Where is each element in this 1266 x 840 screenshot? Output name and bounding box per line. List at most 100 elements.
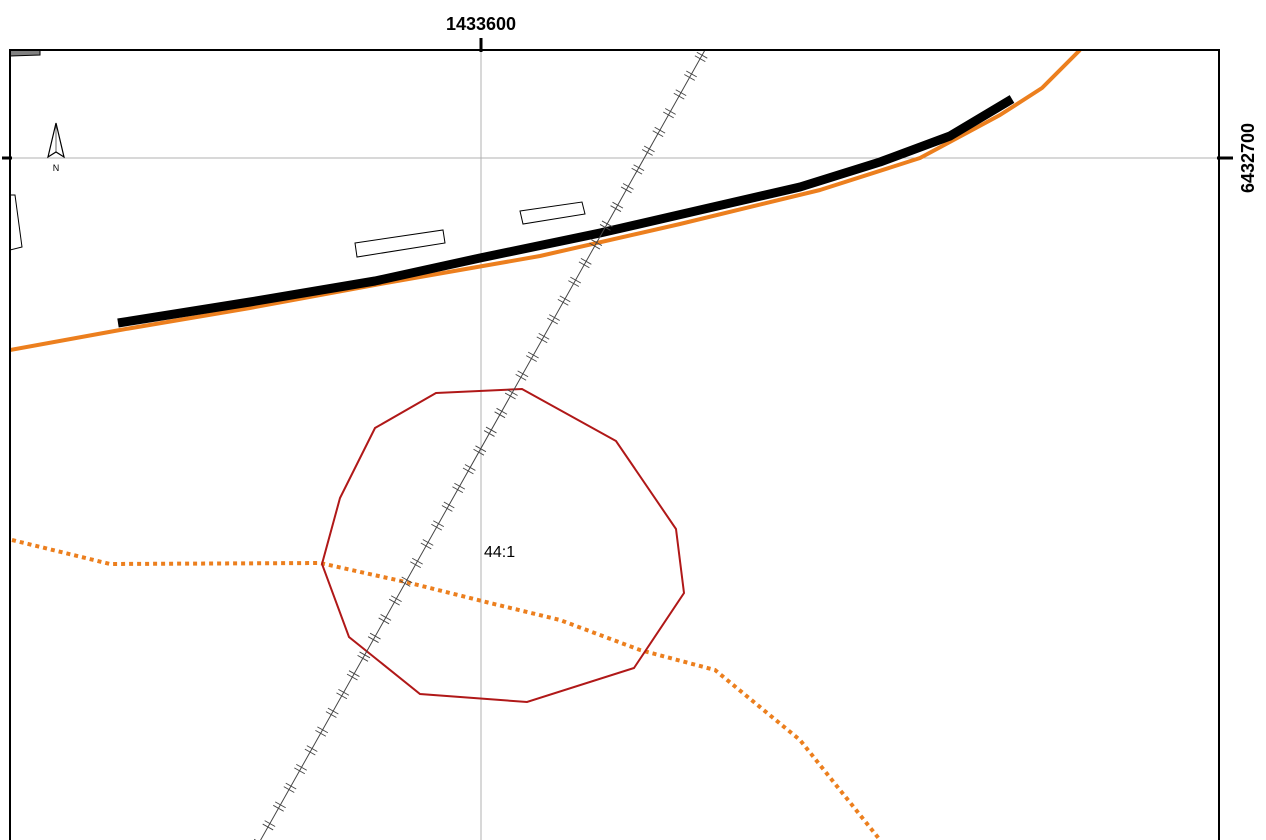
building[interactable] [354, 229, 446, 258]
railway-crossbar-icon [253, 51, 708, 840]
railway-crossbar [336, 692, 348, 700]
railway-crossbar [348, 670, 360, 677]
railway-crossbar [431, 523, 443, 531]
railway-crossbar [454, 482, 466, 490]
railway-crossbar [338, 689, 350, 696]
railway-crossbar [570, 276, 582, 284]
railway-crossbar [452, 486, 464, 494]
railway-crossbar [696, 51, 708, 59]
railway-crossbar [422, 539, 434, 546]
railway-crossbar [346, 673, 358, 681]
railway-crossbar [264, 820, 276, 827]
railway-crossbar [388, 598, 400, 606]
railway-crossbar [464, 464, 476, 471]
railway-crossbar [306, 745, 318, 752]
road-line[interactable] [10, 50, 1082, 352]
railway-crossbar [325, 711, 337, 718]
railway-crossbar [274, 801, 286, 809]
railway-crossbar [538, 332, 550, 340]
railway-crossbar [327, 707, 339, 715]
railway-crossbar [631, 167, 643, 175]
building[interactable] [519, 201, 586, 225]
railway-crossbar [315, 729, 327, 737]
railway-crossbar [485, 426, 497, 434]
railway-crossbar [273, 804, 284, 812]
railway-crossbar [641, 149, 653, 156]
railway-crossbar [578, 261, 590, 269]
railway-crossbar [517, 370, 529, 378]
railway-crossbar [643, 145, 655, 153]
railway-crossbar [612, 201, 624, 209]
railway-crossbar [367, 636, 379, 643]
railway-crossbar [633, 164, 645, 171]
railway-crossbar [401, 576, 413, 584]
railway-crossbar [283, 786, 295, 793]
railway-line[interactable] [252, 50, 708, 840]
railway-crossbar [599, 224, 611, 231]
road-casing-line[interactable] [117, 95, 1015, 328]
railway-crossbar [317, 726, 329, 734]
track-line[interactable] [11, 538, 882, 840]
railway-crossbar [589, 242, 601, 250]
railway-crossbar [684, 74, 696, 81]
railway-crossbar [622, 183, 634, 190]
north-arrow-icon: N [47, 122, 65, 173]
railway-crossbar [527, 351, 539, 359]
railway-crossbar [475, 445, 487, 453]
railway-crossbar [515, 373, 527, 381]
railway-crossbar [441, 505, 453, 512]
building[interactable] [10, 50, 41, 57]
railway-crossbar [610, 205, 622, 212]
grid-y-label: 6432700 [1238, 123, 1258, 193]
railway-crossbar [549, 314, 560, 321]
railway-crossbar [694, 55, 706, 63]
railway-crossbar [433, 520, 444, 528]
railway-crossbar [359, 651, 371, 659]
railway-crossbar [591, 239, 603, 246]
railway-crossbar [525, 355, 537, 362]
railway-crossbar [620, 186, 632, 194]
railway-crossbar [675, 89, 687, 97]
railway-crossbar [462, 467, 474, 475]
railway-crossbar [664, 108, 676, 115]
railway-crossbar [380, 614, 392, 621]
railway-crossbar [673, 92, 685, 100]
railway-crossbar [412, 557, 423, 565]
railway-crossbar [443, 501, 455, 509]
grid-x-label: 1433600 [446, 14, 516, 34]
building[interactable] [10, 194, 23, 251]
railway-crossbar [559, 295, 571, 303]
railway-crossbar [547, 317, 558, 325]
railway-crossbar [496, 407, 508, 415]
railway-crossbar [557, 298, 569, 306]
railway-crossbar [420, 542, 432, 550]
railway-crossbar [483, 430, 495, 437]
north-label: N [53, 163, 60, 173]
railway-crossbar [357, 655, 369, 662]
railway-crossbar [294, 767, 306, 775]
railway-crossbar [494, 411, 506, 419]
parcel-label[interactable]: 44:1 [484, 544, 515, 561]
railway-crossbar [473, 448, 485, 456]
railway-crossbar [686, 70, 697, 78]
railway-crossbar [536, 336, 548, 344]
railway-crossbar [652, 130, 664, 138]
map-frame [9, 49, 1220, 840]
railway-crossbar [285, 782, 297, 790]
railway-crossbar [504, 392, 516, 400]
railway-crossbar [262, 823, 274, 831]
railway-crossbar [390, 595, 402, 602]
railway-crossbar [296, 763, 307, 771]
railway-crossbar [304, 748, 316, 756]
railway-crossbar [580, 258, 592, 265]
railway-crossbar [568, 280, 580, 287]
railway-crossbar [663, 111, 674, 119]
parcel-boundary[interactable] [320, 387, 686, 704]
railway-crossbar [410, 561, 421, 568]
railway-crossbar [506, 389, 518, 396]
railway-crossbar [654, 126, 666, 134]
railway-crossbar [369, 632, 381, 640]
railway-crossbar [399, 580, 411, 587]
railway-crossbar [378, 617, 390, 625]
